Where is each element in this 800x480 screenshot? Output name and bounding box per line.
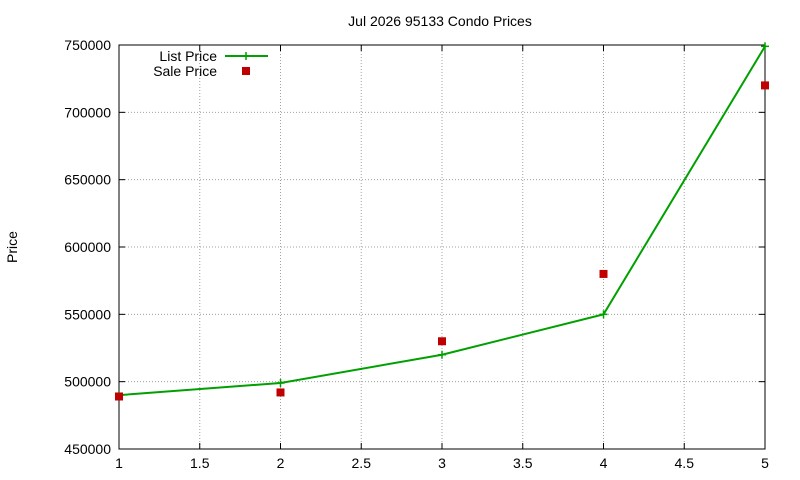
y-tick-label: 700000 [64,104,111,120]
y-tick-label: 550000 [64,306,111,322]
data-point-sale-price [276,388,285,397]
y-axis-label: Price [4,231,20,263]
x-tick-label: 1.5 [190,455,210,471]
x-tick-label: 5 [761,455,769,471]
y-tick-label: 500000 [64,374,111,390]
y-tick-labels: 450000 500000 550000 600000 650000 700000 7500… [64,37,111,457]
data-point-sale-price [761,81,769,90]
data-point-list-price [599,310,608,319]
y-tick-label: 450000 [64,441,111,457]
data-point-sale-price [599,269,608,278]
chart-title: Jul 2026 95133 Condo Prices [348,13,532,29]
x-tick-label: 4 [600,455,608,471]
x-tick-labels: 1 1.5 2 2.5 3 3.5 4 4.5 5 [115,455,769,471]
axis-ticks [118,44,766,450]
x-tick-label: 4.5 [675,455,695,471]
y-tick-label: 600000 [64,239,111,255]
x-tick-label: 3.5 [513,455,533,471]
legend-swatch-sale-price [242,67,250,75]
data-point-list-price [276,379,285,388]
legend-label-list-price: List Price [159,48,217,64]
series [115,42,769,401]
legend: List Price Sale Price [153,48,268,79]
x-tick-label: 1 [115,455,123,471]
data-point-sale-price [115,392,123,401]
x-tick-label: 2 [277,455,285,471]
data-point-list-price [761,42,769,51]
x-tick-label: 3 [438,455,446,471]
data-point-sale-price [438,337,446,346]
legend-label-sale-price: Sale Price [153,63,217,79]
y-tick-label: 750000 [64,37,111,53]
y-tick-label: 650000 [64,172,111,188]
data-point-list-price [438,350,446,359]
series-sale-price [115,81,769,401]
legend-marker-list-price [242,52,250,60]
x-tick-label: 2.5 [352,455,372,471]
